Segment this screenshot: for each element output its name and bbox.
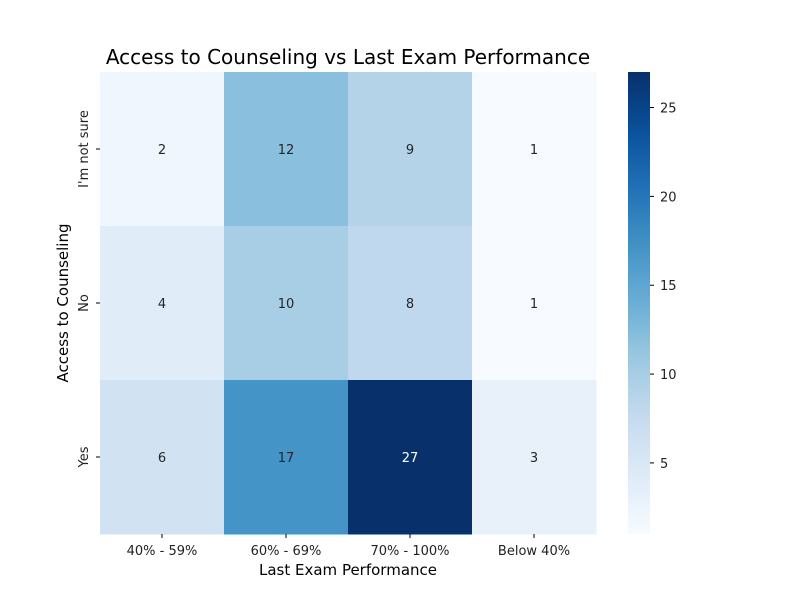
colorbar	[628, 72, 650, 534]
colorbar-tick-label: 15	[660, 279, 677, 294]
y-tick-label: Yes	[77, 446, 92, 468]
cell-value-label: 2	[158, 143, 166, 158]
cell-value-label: 1	[530, 297, 538, 312]
x-tick-label: Below 40%	[498, 544, 570, 559]
heatmap-cell	[472, 72, 597, 227]
cell-value-label: 4	[158, 297, 166, 312]
y-tick-label: No	[77, 294, 92, 312]
heatmap-cells: 2 12 9 1 4 10 8 1 6 17 27 3	[100, 72, 597, 535]
cell-value-label: 17	[278, 451, 295, 466]
heatmap-cell	[224, 380, 349, 535]
colorbar-tick-label: 10	[660, 368, 677, 383]
cell-value-label: 6	[158, 451, 166, 466]
cell-value-label: 27	[402, 451, 419, 466]
x-tick-label: 60% - 69%	[251, 544, 322, 559]
cell-value-label: 8	[406, 297, 414, 312]
x-tick-label: 70% - 100%	[370, 544, 449, 559]
heatmap-cell	[100, 226, 225, 381]
heatmap-cell	[472, 226, 597, 381]
heatmap-cell	[348, 226, 473, 381]
heatmap-cell	[348, 72, 473, 227]
y-axis-ticks: I'm not sure No Yes	[77, 110, 100, 469]
heatmap-cell	[224, 226, 349, 381]
x-axis-label: Last Exam Performance	[259, 561, 437, 579]
y-tick-label: I'm not sure	[77, 110, 92, 188]
cell-value-label: 9	[406, 143, 414, 158]
x-tick-label: 40% - 59%	[127, 544, 198, 559]
heatmap-cell	[472, 380, 597, 535]
heatmap-cell	[100, 380, 225, 535]
cell-value-label: 1	[530, 143, 538, 158]
y-axis-label: Access to Counseling	[54, 223, 72, 382]
x-axis-ticks: 40% - 59% 60% - 69% 70% - 100% Below 40%	[127, 534, 570, 559]
colorbar-tick-label: 5	[660, 457, 668, 472]
colorbar-tick-label: 20	[660, 190, 677, 205]
heatmap-cell	[348, 380, 473, 535]
colorbar-tick-label: 25	[660, 102, 677, 117]
cell-value-label: 10	[278, 297, 295, 312]
colorbar-ticks: 5 10 15 20 25	[650, 102, 677, 472]
chart-title: Access to Counseling vs Last Exam Perfor…	[106, 45, 590, 69]
cell-value-label: 12	[278, 143, 295, 158]
heatmap-cell	[100, 72, 225, 227]
heatmap-cell	[224, 72, 349, 227]
cell-value-label: 3	[530, 451, 538, 466]
